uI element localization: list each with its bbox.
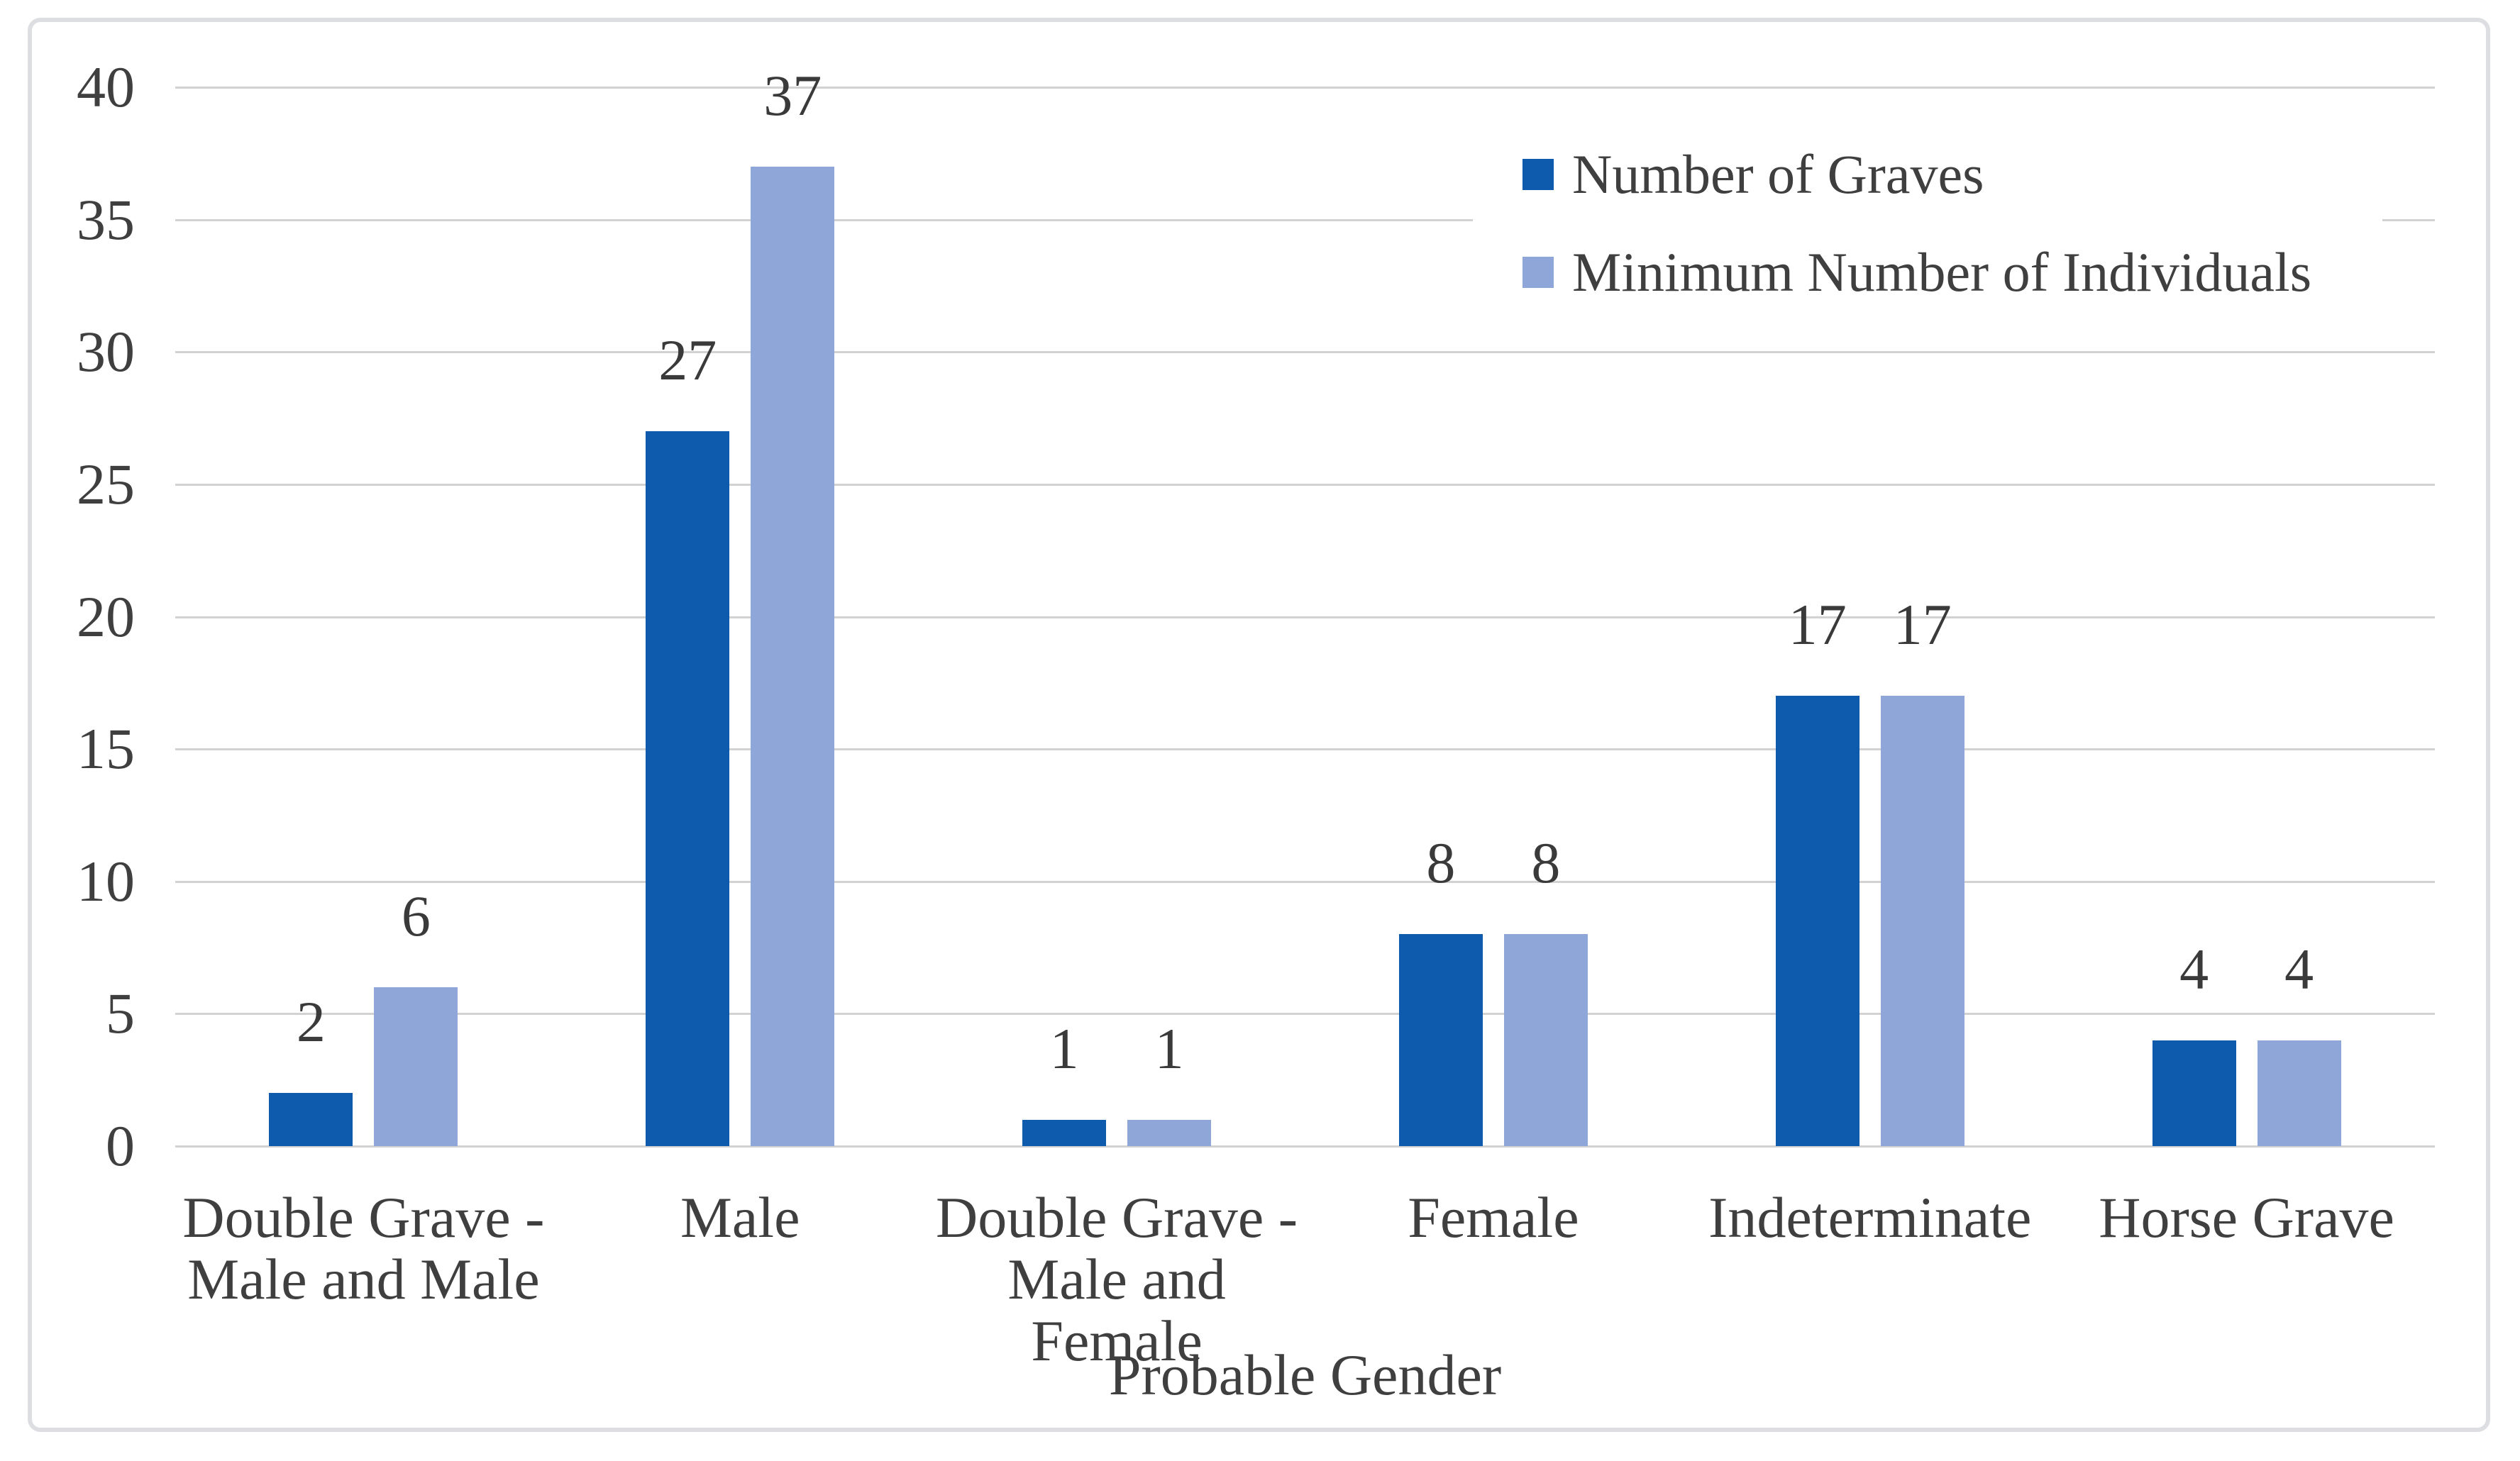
value-label: 37	[763, 62, 822, 128]
x-category-label: Female	[1408, 1185, 1579, 1250]
bar-minimum-number-of-individuals	[1127, 1119, 1212, 1146]
gridline	[175, 1013, 2435, 1016]
gridline	[175, 748, 2435, 751]
x-category-label: Male	[680, 1185, 800, 1250]
value-label: 4	[2284, 936, 2314, 1001]
legend: Number of Graves Minimum Number of Indivi…	[1473, 139, 2382, 308]
y-tick-label: 30	[77, 319, 135, 384]
y-tick-label: 25	[77, 451, 135, 516]
bar-minimum-number-of-individuals	[751, 166, 835, 1146]
legend-marker	[1522, 257, 1554, 288]
bar-number-of-graves	[646, 431, 730, 1146]
value-label: 4	[2179, 936, 2209, 1001]
y-tick-label: 20	[77, 584, 135, 649]
value-label: 27	[658, 328, 717, 393]
x-axis-title: Probable Gender	[1108, 1343, 1502, 1407]
bar-number-of-graves	[1398, 934, 1483, 1146]
legend-item: Number of Graves	[1473, 139, 2382, 210]
value-label: 2	[296, 989, 326, 1055]
y-tick-label: 0	[106, 1113, 135, 1178]
legend-label: Number of Graves	[1572, 143, 1984, 205]
x-category-label: Horse Grave	[2099, 1185, 2394, 1250]
bar-number-of-graves	[269, 1093, 353, 1146]
bar-minimum-number-of-individuals	[1880, 696, 1964, 1146]
gridline	[175, 616, 2435, 618]
gridline	[175, 880, 2435, 883]
legend-marker	[1522, 159, 1554, 190]
bar-number-of-graves	[2152, 1040, 2236, 1146]
value-label: 1	[1154, 1016, 1184, 1081]
y-tick-label: 15	[77, 716, 135, 782]
x-category-label: Double Grave - Male and Male	[182, 1185, 545, 1311]
y-tick-label: 35	[77, 187, 135, 252]
x-category-label: Indeterminate	[1708, 1185, 2032, 1250]
y-tick-label: 10	[77, 848, 135, 913]
gridline	[175, 218, 2435, 221]
value-label: 8	[1531, 831, 1561, 896]
bar-minimum-number-of-individuals	[374, 987, 458, 1146]
bar-minimum-number-of-individuals	[1503, 934, 1588, 1146]
bar-number-of-graves	[1022, 1119, 1107, 1146]
y-tick-label: 5	[106, 981, 135, 1046]
value-label: 6	[401, 884, 431, 949]
value-label: 8	[1426, 831, 1456, 896]
gridline	[175, 1145, 2435, 1148]
gridline	[175, 87, 2435, 89]
gridline	[175, 483, 2435, 486]
legend-item: Minimum Number of Individuals	[1473, 237, 2382, 308]
bar-minimum-number-of-individuals	[2257, 1040, 2341, 1146]
bar-number-of-graves	[1775, 696, 1859, 1146]
gridline	[175, 351, 2435, 354]
value-label: 17	[1893, 592, 1952, 657]
value-label: 17	[1788, 592, 1847, 657]
legend-label: Minimum Number of Individuals	[1572, 241, 2312, 303]
value-label: 1	[1049, 1016, 1079, 1081]
y-tick-label: 40	[77, 55, 135, 119]
x-category-label: Double Grave - Male and Female	[936, 1185, 1298, 1373]
